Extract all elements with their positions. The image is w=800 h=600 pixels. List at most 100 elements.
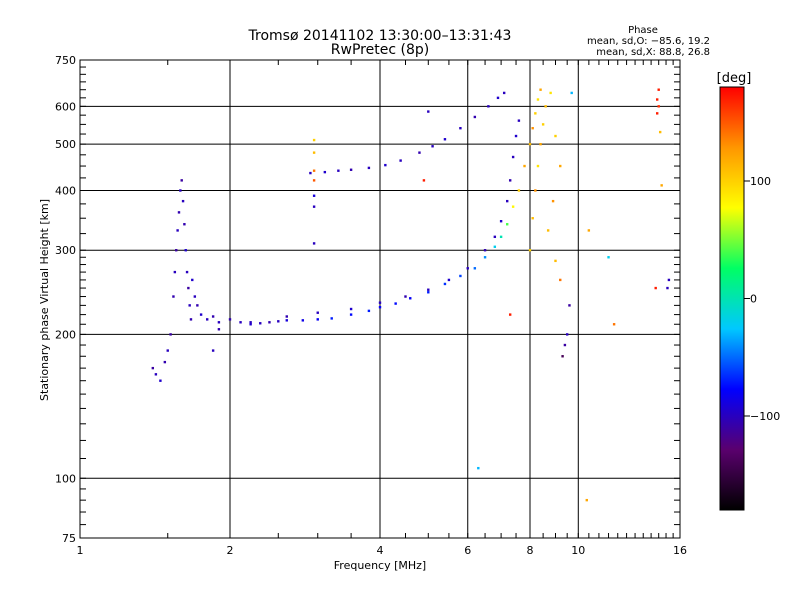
y-tick-label: 300 bbox=[55, 244, 76, 257]
scatter-point bbox=[544, 105, 547, 108]
phase-legend-o: mean, sd,O: −85.6, 19.2 bbox=[587, 36, 710, 47]
scatter-point bbox=[422, 179, 426, 182]
scatter-point bbox=[427, 291, 430, 294]
scatter-point bbox=[563, 343, 567, 347]
scatter-point bbox=[554, 134, 557, 138]
scatter-point bbox=[184, 249, 187, 252]
scatter-point bbox=[612, 323, 616, 326]
y-tick-label: 200 bbox=[55, 328, 76, 341]
scatter-point bbox=[523, 164, 526, 168]
scatter-point bbox=[172, 295, 175, 298]
scatter-point bbox=[409, 297, 412, 300]
chart-title: Tromsø 20141102 13:30:00–13:31:43 bbox=[248, 28, 512, 44]
scatter-point bbox=[188, 304, 191, 307]
scatter-point bbox=[404, 295, 407, 298]
scatter-point bbox=[196, 304, 199, 307]
scatter-point bbox=[554, 259, 557, 263]
phase-legend-x: mean, sd,X: 88.8, 26.8 bbox=[596, 47, 710, 58]
scatter-point bbox=[508, 179, 512, 182]
x-tick-label: 2 bbox=[227, 544, 234, 557]
scatter-point bbox=[189, 318, 193, 321]
scatter-point bbox=[502, 91, 506, 95]
scatter-point bbox=[187, 286, 190, 290]
scatter-point bbox=[367, 309, 371, 313]
scatter-point bbox=[301, 319, 305, 322]
scatter-point bbox=[531, 217, 534, 220]
scatter-point bbox=[473, 267, 477, 270]
scatter-point bbox=[312, 194, 316, 197]
scatter-point bbox=[657, 105, 660, 108]
scatter-point bbox=[487, 105, 490, 108]
scatter-point bbox=[228, 318, 232, 321]
scatter-point bbox=[166, 349, 169, 352]
scatter-point bbox=[443, 138, 447, 141]
scatter-point bbox=[549, 91, 552, 95]
scatter-point bbox=[191, 278, 194, 282]
scatter-point bbox=[517, 189, 521, 192]
scatter-point bbox=[459, 126, 462, 130]
scatter-point bbox=[431, 145, 434, 148]
scatter-point bbox=[154, 373, 158, 376]
scatter-point bbox=[277, 320, 280, 323]
scatter-point bbox=[180, 179, 183, 182]
scatter-point bbox=[181, 199, 185, 203]
scatter-point bbox=[514, 134, 518, 138]
scatter-point bbox=[483, 249, 487, 252]
scatter-point bbox=[367, 166, 371, 170]
x-tick-label: 10 bbox=[571, 544, 585, 557]
scatter-point bbox=[217, 328, 221, 331]
scatter-point bbox=[654, 286, 657, 290]
scatter-point bbox=[349, 307, 353, 311]
scatter-point bbox=[259, 322, 262, 325]
scatter-point bbox=[163, 360, 167, 364]
scatter-point bbox=[607, 256, 610, 259]
colorbar-tick-label: 0 bbox=[750, 293, 757, 306]
scatter-point bbox=[559, 278, 562, 282]
scatter-point bbox=[399, 159, 402, 162]
scatter-point bbox=[493, 245, 497, 248]
chart-subtitle: RwPretec (8p) bbox=[331, 42, 429, 58]
colorbar bbox=[719, 86, 745, 511]
y-tick-label: 75 bbox=[62, 532, 76, 545]
x-tick-label: 6 bbox=[464, 544, 471, 557]
scatter-point bbox=[217, 321, 221, 324]
y-tick-label: 100 bbox=[55, 472, 76, 485]
scatter-point bbox=[205, 318, 209, 321]
scatter-point bbox=[499, 235, 503, 239]
scatter-point bbox=[427, 288, 430, 291]
scatter-point bbox=[285, 315, 288, 318]
scatter-point bbox=[528, 249, 532, 252]
scatter-point bbox=[179, 189, 182, 192]
scatter-point bbox=[539, 88, 542, 91]
scatter-point bbox=[568, 304, 571, 307]
y-axis: 750 600 500 400 300 200 100 75 bbox=[55, 54, 680, 545]
scatter-point bbox=[466, 267, 469, 270]
scatter-point bbox=[176, 229, 179, 232]
scatter-point bbox=[427, 110, 430, 113]
scatter-point bbox=[312, 179, 316, 182]
scatter-point bbox=[337, 169, 340, 172]
phase-legend-title: Phase bbox=[628, 25, 658, 36]
scatter-point bbox=[285, 319, 288, 322]
scatter-point bbox=[173, 270, 177, 274]
scatter-point bbox=[193, 295, 197, 298]
scatter-point bbox=[655, 98, 659, 101]
scatter-point bbox=[565, 333, 569, 336]
scatter-point bbox=[316, 318, 319, 321]
scatter-point bbox=[536, 164, 540, 168]
scatter-point bbox=[657, 88, 660, 91]
scatter-point bbox=[378, 301, 382, 304]
scatter-point bbox=[384, 163, 387, 167]
scatter-point bbox=[183, 223, 186, 226]
scatter-point bbox=[534, 189, 537, 192]
scatter-point bbox=[658, 130, 662, 134]
scatter-point bbox=[493, 235, 497, 239]
scatter-point bbox=[211, 315, 215, 318]
x-tick-label: 16 bbox=[673, 544, 687, 557]
scatter-point bbox=[418, 151, 421, 154]
scatter-point bbox=[477, 466, 480, 470]
scatter-point bbox=[473, 115, 477, 119]
scatter-point bbox=[151, 366, 155, 370]
scatter-point bbox=[528, 142, 532, 146]
